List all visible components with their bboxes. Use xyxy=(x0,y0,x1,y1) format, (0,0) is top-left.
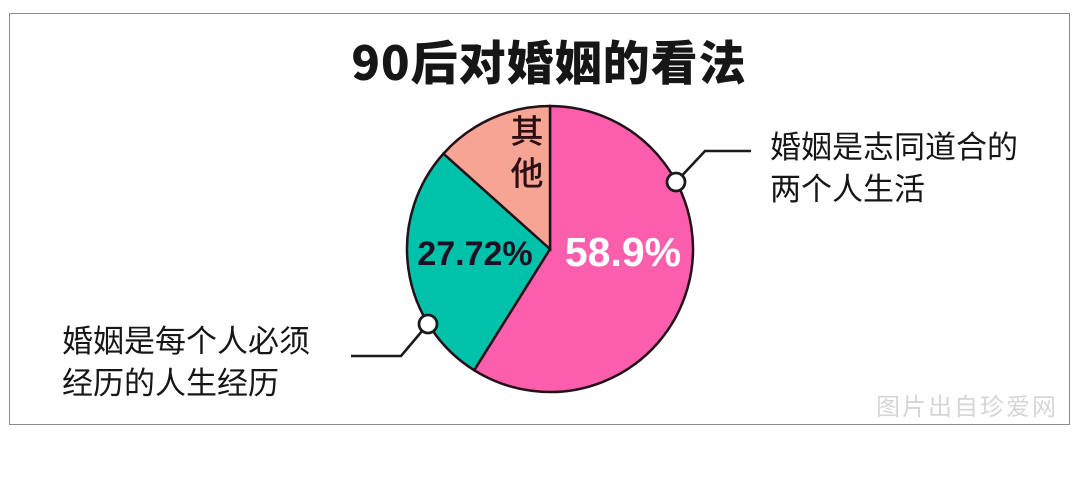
svg-text:58.9%: 58.9% xyxy=(565,229,681,275)
svg-text:他: 他 xyxy=(511,147,544,195)
svg-text:其: 其 xyxy=(511,105,544,153)
svg-text:27.72%: 27.72% xyxy=(417,235,532,273)
